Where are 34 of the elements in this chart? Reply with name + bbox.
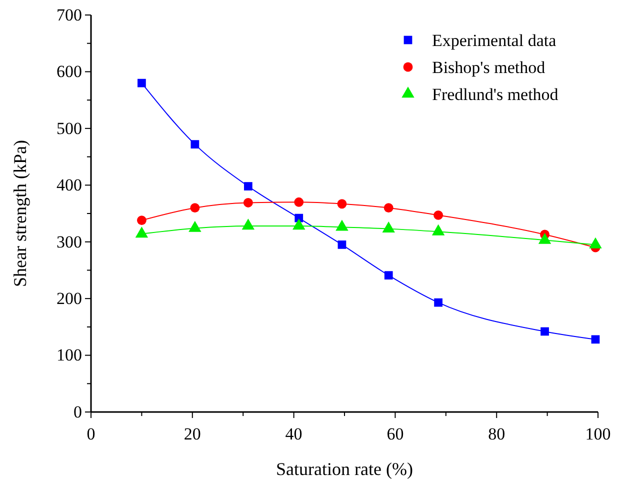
y-tick-label: 600 — [56, 62, 82, 82]
point — [136, 216, 146, 226]
legend-label: Fredlund's method — [432, 84, 559, 104]
point — [294, 197, 304, 207]
y-tick-label: 700 — [56, 5, 82, 24]
point — [243, 198, 253, 208]
x-tick-label: 20 — [184, 424, 201, 444]
x-tick-label: 80 — [488, 424, 506, 444]
y-tick-label: 400 — [56, 176, 82, 195]
y-tick-label: 200 — [56, 289, 82, 308]
point — [337, 199, 347, 209]
point — [244, 182, 252, 190]
point — [434, 298, 442, 307]
point — [190, 140, 200, 148]
y-axis-title: Shear strength (kPa) — [10, 140, 30, 287]
point — [540, 327, 549, 336]
point — [138, 78, 146, 88]
point — [384, 203, 394, 213]
legend-label: Experimental data — [432, 30, 557, 50]
y-tick-label: 300 — [56, 232, 82, 252]
point — [434, 210, 444, 220]
x-tick-label: 0 — [86, 424, 96, 444]
y-tick-label: 500 — [56, 118, 82, 138]
point — [190, 203, 200, 213]
point — [591, 335, 600, 344]
x-tick-label: 40 — [285, 424, 302, 444]
point — [384, 271, 393, 280]
y-tick-label: 100 — [56, 346, 82, 365]
x-tick-label: 100 — [585, 424, 611, 444]
x-axis-title: Saturation rate (%) — [276, 459, 413, 479]
x-tick-label: 60 — [386, 424, 404, 444]
point — [338, 240, 346, 249]
legend-label: Bishop's method — [432, 58, 546, 77]
y-tick-label: 0 — [74, 402, 82, 422]
